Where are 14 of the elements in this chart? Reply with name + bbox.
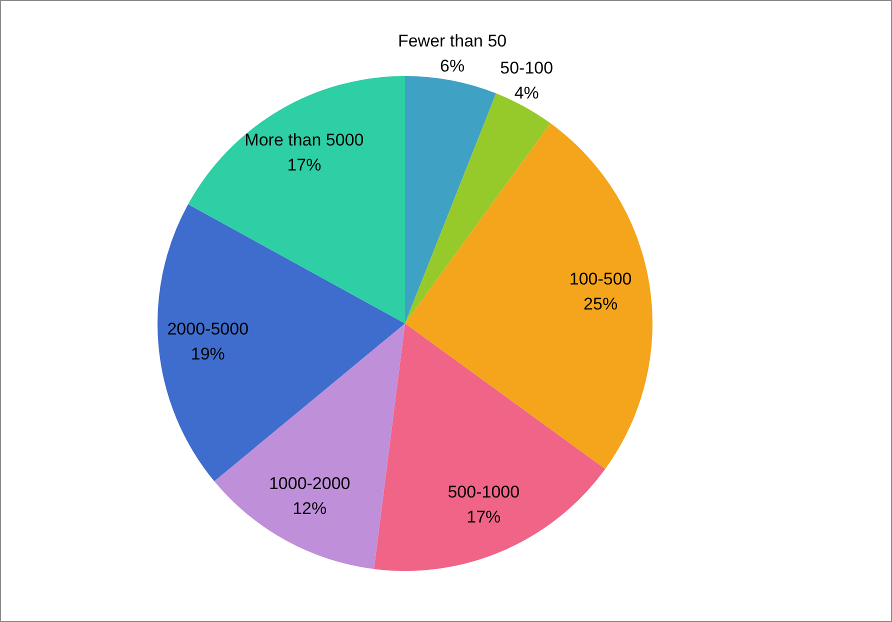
slice-label: 50-100: [500, 58, 554, 78]
slice-label: 500-1000: [448, 482, 520, 502]
data-label: 17%: [466, 507, 501, 526]
slice-label: 1000-2000: [268, 474, 350, 494]
slice-label: More than 5000: [244, 130, 364, 150]
data-label: 6%: [440, 56, 465, 76]
slice-label: 2000-5000: [167, 319, 249, 338]
data-label: 25%: [584, 294, 618, 314]
slice-label: 100-500: [569, 270, 632, 289]
slice-label: Fewer than 50: [398, 32, 507, 51]
data-label: 12%: [292, 499, 327, 518]
data-label: 4%: [514, 83, 539, 102]
data-label: 19%: [190, 344, 225, 364]
data-label: 17%: [287, 155, 322, 174]
